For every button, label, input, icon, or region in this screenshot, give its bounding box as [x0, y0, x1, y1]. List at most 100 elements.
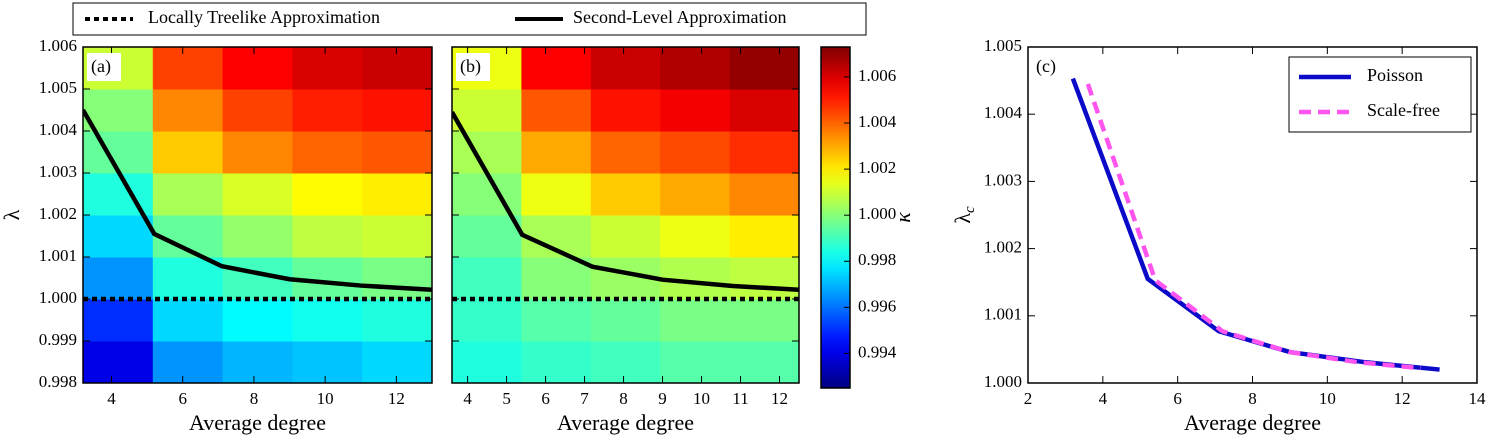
- axes-frame: [820, 46, 851, 389]
- x-tick-label: 8: [1248, 389, 1257, 408]
- heatmap-cell: [292, 89, 363, 132]
- heatmap-cell: [521, 173, 592, 216]
- y-tick-label: 0.998: [39, 372, 77, 391]
- heatmap-cell: [590, 215, 661, 258]
- heatmap-cell: [452, 215, 522, 258]
- y-tick-label: 1.005: [984, 36, 1022, 55]
- y-tick-label: 1.003: [984, 170, 1022, 189]
- heatmap-cell: [729, 47, 800, 90]
- heatmap-cell: [152, 173, 224, 216]
- heatmap-cell: [362, 47, 433, 90]
- heatmap-cell: [729, 215, 800, 258]
- y-tick-label: 0.996: [858, 296, 896, 315]
- y-tick-label: 1.003: [39, 162, 77, 181]
- heatmap-cell: [590, 131, 661, 174]
- heatmap-cell: [83, 341, 154, 384]
- heatmap-cell: [83, 299, 154, 342]
- heatmap-cell: [452, 89, 522, 132]
- panel-label: (a): [91, 56, 111, 77]
- heatmap-cell: [152, 47, 224, 90]
- y-tick-label: 1.006: [858, 66, 896, 85]
- heatmap-cell: [521, 47, 592, 90]
- y-tick-label: 1.000: [984, 372, 1022, 391]
- y-axis-label-sub: c: [962, 206, 978, 213]
- y-tick-label: 1.006: [39, 36, 77, 55]
- heatmap-cell: [152, 89, 224, 132]
- heatmap-cell: [452, 173, 522, 216]
- heatmap-cell: [729, 299, 800, 342]
- x-tick-label: 12: [388, 389, 405, 408]
- x-tick-label: 4: [107, 389, 116, 408]
- heatmap-cell: [660, 173, 731, 216]
- x-axis-label: Average degree: [557, 410, 694, 435]
- heatmap-cell: [152, 341, 224, 384]
- heatmap-cell: [729, 173, 800, 216]
- heatmap-cell: [729, 89, 800, 132]
- y-tick-label: 1.000: [858, 204, 896, 223]
- heatmap-cell: [362, 341, 433, 384]
- y-tick-label: 1.000: [39, 288, 77, 307]
- series-line: [83, 108, 432, 293]
- heatmap-cell: [362, 299, 433, 342]
- heatmap-cell: [362, 173, 433, 216]
- x-tick-label: 4: [463, 389, 472, 408]
- series-line: [1085, 83, 1422, 371]
- heatmap-cell: [152, 257, 224, 300]
- heatmap-cell: [362, 257, 433, 300]
- heatmap-cell: [222, 341, 293, 384]
- heatmap-cell: [660, 299, 731, 342]
- legend-box: [1288, 56, 1472, 133]
- heatmap-cell: [590, 299, 661, 342]
- heatmap-cell: [222, 47, 293, 90]
- y-tick-label: 1.001: [39, 246, 77, 265]
- heatmap-cell: [222, 215, 293, 258]
- heatmap-cell: [83, 257, 154, 300]
- legend-box: [72, 2, 867, 36]
- panel-label-box: [456, 53, 490, 81]
- heatmap-cell: [452, 299, 522, 342]
- x-tick-label: 12: [771, 389, 788, 408]
- y-tick-label: 1.004: [984, 103, 1023, 122]
- x-tick-label: 6: [541, 389, 550, 408]
- heatmap-cell: [660, 89, 731, 132]
- x-tick-label: 10: [693, 389, 710, 408]
- x-tick-label: 4: [1099, 389, 1108, 408]
- heatmap-cell: [452, 131, 522, 174]
- legend-label: Second-Level Approximation: [573, 7, 786, 27]
- heatmap-cell: [152, 131, 224, 174]
- colorbar-label: κ: [890, 212, 915, 223]
- heatmap-cell: [521, 341, 592, 384]
- x-tick-label: 9: [658, 389, 667, 408]
- heatmap-cell: [660, 131, 731, 174]
- x-axis-label: Average degree: [189, 410, 326, 435]
- x-tick-label: 5: [502, 389, 511, 408]
- heatmap-cell: [590, 89, 661, 132]
- heatmap-cell: [590, 341, 661, 384]
- heatmap-cell: [83, 173, 154, 216]
- heatmap-cell: [292, 131, 363, 174]
- heatmap-cell: [83, 131, 154, 174]
- y-tick-label: 1.001: [984, 305, 1022, 324]
- colorbar: [821, 47, 850, 388]
- y-tick-label: 1.002: [858, 158, 896, 177]
- heatmap-cell: [222, 173, 293, 216]
- heatmap-cell: [729, 131, 800, 174]
- heatmap-cell: [452, 341, 522, 384]
- panel-label: (b): [460, 56, 481, 77]
- x-tick-label: 8: [250, 389, 259, 408]
- heatmap-cell: [222, 131, 293, 174]
- y-tick-label: 1.004: [858, 112, 897, 131]
- heatmap-cell: [292, 215, 363, 258]
- legend-label: Scale-free: [1367, 100, 1440, 120]
- y-tick-label: 1.004: [39, 120, 78, 139]
- heatmap-cell: [222, 89, 293, 132]
- heatmap-cell: [729, 341, 800, 384]
- y-axis-label: λc: [950, 206, 978, 224]
- x-tick-label: 7: [580, 389, 589, 408]
- y-tick-label: 1.005: [39, 78, 77, 97]
- legend-label: Locally Treelike Approximation: [148, 7, 380, 27]
- x-tick-label: 10: [1319, 389, 1336, 408]
- heatmap-cell: [521, 299, 592, 342]
- heatmap-cell: [590, 173, 661, 216]
